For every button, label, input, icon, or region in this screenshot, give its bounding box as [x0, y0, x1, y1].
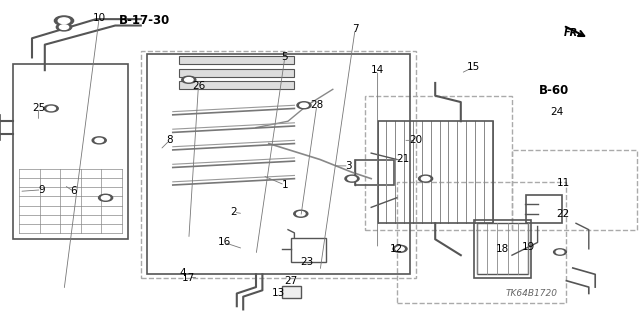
Text: 12: 12	[390, 244, 403, 254]
Text: 16: 16	[218, 237, 230, 248]
Text: 19: 19	[522, 242, 534, 252]
Text: FR.: FR.	[564, 28, 582, 39]
Text: B-17-30: B-17-30	[118, 14, 170, 27]
Circle shape	[101, 196, 110, 200]
Text: 18: 18	[496, 244, 509, 254]
Text: 2: 2	[230, 207, 237, 217]
Bar	[397, 182, 566, 303]
Circle shape	[95, 138, 104, 143]
Bar	[179, 56, 294, 64]
Circle shape	[396, 247, 404, 251]
Circle shape	[47, 106, 56, 111]
Text: 14: 14	[371, 65, 384, 75]
Bar	[179, 81, 294, 89]
Bar	[477, 223, 528, 274]
Text: 15: 15	[467, 62, 480, 72]
Text: 23: 23	[301, 256, 314, 267]
Text: 8: 8	[166, 135, 173, 145]
Circle shape	[44, 105, 58, 112]
Circle shape	[393, 245, 407, 252]
Circle shape	[54, 16, 74, 26]
Circle shape	[56, 23, 72, 31]
Text: 6: 6	[70, 186, 77, 197]
Text: 27: 27	[285, 276, 298, 286]
Bar	[141, 51, 416, 278]
Bar	[365, 96, 512, 230]
Bar	[512, 150, 637, 230]
Text: B-60: B-60	[538, 85, 569, 97]
Circle shape	[294, 210, 308, 217]
Text: 22: 22	[557, 209, 570, 219]
Text: 17: 17	[182, 272, 195, 283]
Circle shape	[296, 211, 305, 216]
Circle shape	[345, 175, 359, 182]
Circle shape	[348, 176, 356, 181]
Circle shape	[60, 25, 68, 29]
Text: 28: 28	[310, 100, 323, 110]
Circle shape	[421, 176, 430, 181]
Circle shape	[556, 250, 564, 254]
Bar	[355, 160, 394, 185]
Bar	[13, 64, 128, 239]
Bar	[474, 220, 531, 278]
Bar	[147, 54, 410, 274]
Text: 13: 13	[272, 288, 285, 299]
Text: 10: 10	[93, 12, 106, 23]
Text: 4: 4	[179, 268, 186, 278]
Text: 25: 25	[32, 103, 45, 114]
Circle shape	[92, 137, 106, 144]
Text: 21: 21	[397, 154, 410, 165]
Circle shape	[554, 249, 566, 255]
Text: 26: 26	[192, 81, 205, 91]
Circle shape	[297, 102, 311, 109]
Text: 20: 20	[410, 135, 422, 145]
Text: 24: 24	[550, 107, 563, 117]
Circle shape	[182, 76, 196, 83]
Text: 7: 7	[352, 24, 358, 34]
Bar	[526, 195, 562, 223]
Text: 9: 9	[38, 185, 45, 195]
Text: 5: 5	[282, 52, 288, 63]
Bar	[179, 69, 294, 77]
Circle shape	[99, 194, 113, 201]
Bar	[291, 238, 326, 262]
Bar	[282, 286, 301, 298]
Circle shape	[184, 78, 193, 82]
Circle shape	[419, 175, 433, 182]
Text: 11: 11	[557, 178, 570, 189]
Text: 3: 3	[346, 161, 352, 171]
Bar	[378, 121, 493, 223]
Circle shape	[58, 18, 70, 24]
Circle shape	[300, 103, 308, 108]
Text: TK64B1720: TK64B1720	[505, 289, 557, 298]
Text: 1: 1	[282, 180, 288, 190]
